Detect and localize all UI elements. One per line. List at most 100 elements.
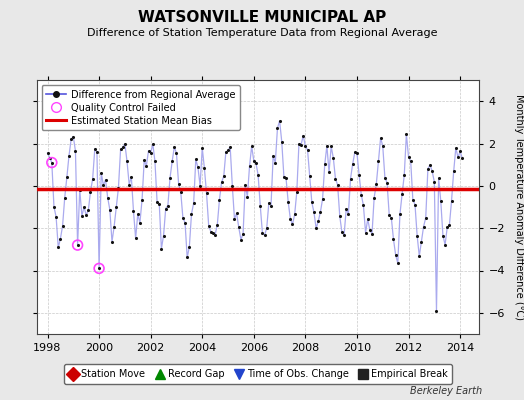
Point (394, 260, 402, 266)
Point (348, 161, 357, 167)
Legend: Station Move, Record Gap, Time of Obs. Change, Empirical Break: Station Move, Record Gap, Time of Obs. C… (64, 364, 452, 384)
Point (333, 182, 342, 188)
Point (385, 212, 394, 218)
Point (396, 211, 404, 218)
Point (447, 198, 456, 204)
Point (202, 190, 211, 196)
Point (346, 176, 355, 182)
Point (52, 214, 60, 220)
Point (271, 160, 279, 166)
Point (284, 199, 292, 205)
Point (325, 169, 333, 175)
Point (114, 185, 123, 191)
Point (415, 253, 423, 259)
Point (260, 232, 269, 238)
Point (168, 158, 177, 165)
Point (267, 202, 275, 209)
Point (381, 174, 389, 181)
Point (305, 173, 314, 179)
Point (301, 143, 310, 150)
Point (196, 183, 204, 189)
Point (256, 202, 265, 209)
Point (286, 216, 294, 222)
Point (104, 194, 112, 201)
Point (106, 207, 114, 213)
Point (400, 172, 408, 178)
Point (149, 141, 157, 147)
Point (424, 166, 432, 172)
Point (366, 227, 374, 233)
Point (303, 147, 312, 153)
Point (409, 196, 417, 203)
Point (163, 202, 172, 209)
Point (138, 196, 146, 203)
Point (316, 209, 325, 215)
Point (166, 175, 174, 181)
Point (355, 172, 363, 178)
Point (140, 157, 148, 164)
Point (280, 173, 288, 180)
Point (48, 159, 56, 166)
Point (69, 133, 78, 140)
Point (153, 199, 161, 206)
Point (443, 224, 451, 230)
Point (329, 155, 337, 161)
Point (417, 238, 425, 245)
Text: WATSONVILLE MUNICIPAL AP: WATSONVILLE MUNICIPAL AP (138, 10, 386, 25)
Point (263, 225, 271, 232)
Point (112, 204, 121, 210)
Point (370, 194, 378, 201)
Point (335, 213, 344, 220)
Point (187, 211, 195, 217)
Point (157, 246, 166, 252)
Point (314, 218, 322, 224)
Point (129, 208, 138, 214)
Point (450, 168, 458, 175)
Point (95, 265, 103, 272)
Point (121, 141, 129, 147)
Point (342, 206, 351, 212)
Point (220, 173, 228, 180)
Point (353, 150, 361, 156)
Point (241, 182, 249, 188)
Point (67, 136, 75, 142)
Point (288, 221, 297, 228)
Point (323, 142, 331, 149)
Point (211, 231, 220, 238)
Point (312, 225, 320, 232)
Point (245, 163, 254, 170)
Point (206, 228, 215, 235)
Point (421, 214, 430, 221)
Point (402, 131, 411, 137)
Point (190, 200, 198, 206)
Point (319, 196, 327, 202)
Point (308, 199, 316, 206)
Point (265, 200, 273, 206)
Point (209, 230, 217, 236)
Point (177, 189, 185, 195)
Point (215, 196, 224, 203)
Point (252, 160, 260, 166)
Point (228, 183, 236, 189)
Point (185, 244, 193, 250)
Point (364, 216, 372, 222)
Point (458, 155, 466, 162)
Point (116, 146, 125, 153)
Point (99, 182, 107, 188)
Point (383, 180, 391, 186)
Point (181, 220, 189, 226)
Point (338, 229, 346, 235)
Point (161, 205, 170, 212)
Point (273, 125, 281, 132)
Point (445, 222, 454, 229)
Point (151, 158, 159, 165)
Point (54, 244, 62, 251)
Point (239, 231, 247, 237)
Point (222, 149, 230, 155)
Point (78, 213, 86, 219)
Point (426, 162, 434, 168)
Point (254, 172, 263, 178)
Point (200, 165, 209, 171)
Point (368, 231, 376, 237)
Point (387, 215, 396, 221)
